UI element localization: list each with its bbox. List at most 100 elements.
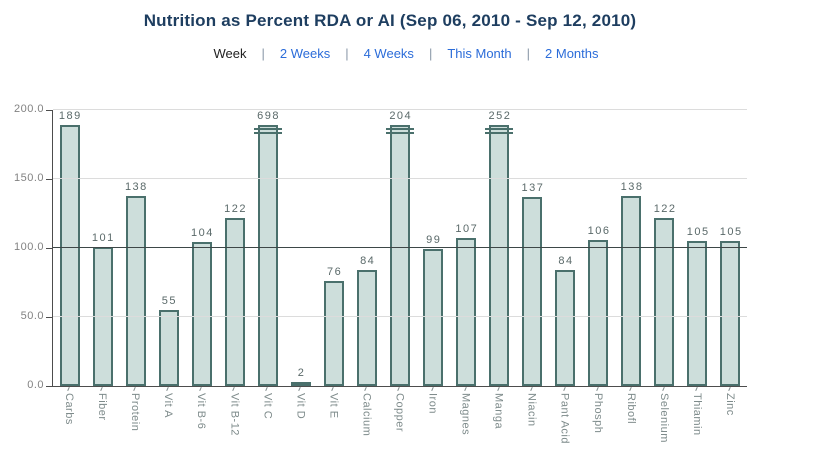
bar-zinc [720,241,741,386]
x-slot: Vit C [250,386,283,444]
category-label: Ribofl [624,393,637,425]
bar-slot: 698 [251,110,284,386]
x-slot: Phosph [581,386,614,444]
category-tick [397,386,401,392]
y-axis-tick [46,110,52,111]
gridline [53,178,747,179]
gridline [53,316,747,317]
bar-value-label: 76 [327,266,343,279]
bar-slot: 189 [53,110,86,386]
x-slot: Niacin [515,386,548,444]
nav-separator: | [526,46,531,61]
bar-value-label: 84 [558,255,574,268]
bar-ribofl [621,196,642,386]
x-slot: Ribofl [614,386,647,444]
bar-value-label: 2 [297,367,306,380]
category-tick [100,386,103,392]
category-tick [629,386,632,392]
x-slot: Thiamin [680,386,713,444]
category-label: Vit B-12 [228,393,241,436]
category-label: Magnes [459,393,472,436]
bar-slot: 104 [185,110,218,386]
bar-slot: 99 [417,110,450,386]
category-tick [430,386,434,392]
category-label: Zinc [723,393,736,416]
y-axis-tick [46,317,52,318]
y-axis-tick [46,386,52,387]
bar-carbs [59,125,80,386]
bar-value-label: 104 [191,227,214,240]
bar-vit-a [158,310,179,386]
category-label: Copper [393,393,406,433]
bar-slot: 137 [516,110,549,386]
nav-separator: | [345,46,349,61]
x-slot: Vit E [316,386,349,444]
page-title: Nutrition as Percent RDA or AI (Sep 06, … [143,11,637,30]
date-range-nav: Week | 2 Weeks | 4 Weeks | This Month | 2 Months [0,46,812,62]
bar-slot: 105 [681,110,714,386]
bar-slot: 252 [483,110,516,386]
nav-separator: | [428,46,433,61]
bar-slot: 101 [86,110,119,386]
nav-item-2-weeks[interactable]: 2 Weeks [279,46,331,61]
x-slot: Zinc [713,386,746,444]
y-axis-label: 100.0 [13,241,44,253]
bar-value-label: 99 [426,234,442,247]
category-label: Iron [426,393,439,414]
category-label: Vit D [294,393,307,420]
category-label: Calcium [360,393,373,437]
bar-value-label: 101 [91,232,115,245]
category-label: Carbs [63,393,76,425]
bar-protein [125,196,146,386]
bar-slot: 138 [119,110,152,386]
bar-thiamin [687,241,708,386]
category-tick [496,386,500,392]
bar-phosph [588,240,609,386]
category-label: Vit E [327,393,340,419]
bar-slot: 2 [284,110,317,386]
category-tick [562,386,566,392]
bar-slot: 122 [218,110,251,386]
bar-vit-d [290,382,311,386]
bar-magnes [456,238,477,386]
bars-container: 189 101 138 55 104 122 698 2 76 84 204 99 107 252 137 8… [53,110,747,386]
category-label: Phosph [591,393,604,434]
bar-slot: 122 [648,110,681,386]
y-axis-tick [46,179,52,180]
nav-item-this-month[interactable]: This Month [447,46,512,61]
category-label: Niacin [525,393,538,427]
bar-calcium [356,270,377,386]
category-label: Vit A [162,393,175,418]
category-tick [529,386,533,392]
bar-value-label: 107 [455,223,479,236]
category-tick [298,386,302,392]
x-slot: Calcium [349,386,382,444]
x-slot: Magnes [449,386,482,444]
x-slot: Copper [382,386,415,444]
bar-slot: 84 [350,110,383,386]
rda-reference-line [53,247,747,248]
y-axis-label: 200.0 [13,103,44,115]
nav-item-4-weeks[interactable]: 4 Weeks [363,46,414,61]
bar-value-label: 137 [521,182,545,195]
category-label: Vit C [261,393,274,420]
x-axis-labels: Carbs Fiber Protein Vit A Vit B-6 Vit B-12 Vit… [52,386,746,444]
nav-item-2-months[interactable]: 2 Months [545,46,599,61]
category-label: Fiber [96,393,109,421]
category-tick [166,386,169,392]
bar-pant-acid [555,270,576,386]
category-tick [265,386,269,392]
category-label: Pant Acid [558,393,571,444]
bar-slot: 106 [582,110,615,386]
bar-value-label: 138 [124,181,148,194]
x-slot: Fiber [85,386,118,444]
x-slot: Vit B-12 [217,386,250,444]
bar-slot: 76 [317,110,350,386]
bar-slot: 107 [450,110,483,386]
bar-slot: 84 [549,110,582,386]
x-slot: Vit D [283,386,316,444]
x-slot: Protein [118,386,151,444]
bar-slot: 55 [152,110,185,386]
bar-slot: 204 [383,110,416,386]
